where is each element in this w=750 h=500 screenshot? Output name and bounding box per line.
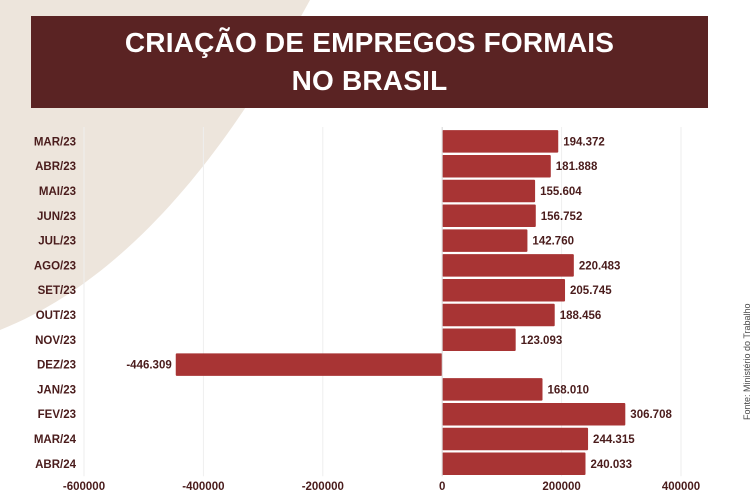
bar-9 <box>175 353 443 376</box>
value-label-7: 188.456 <box>560 310 602 322</box>
category-label-10: JAN/23 <box>37 384 76 396</box>
category-label-11: FEV/23 <box>38 409 76 421</box>
bar-8 <box>442 328 516 352</box>
value-label-4: 142.760 <box>532 236 574 248</box>
value-label-9: -446.309 <box>126 360 171 372</box>
bar-5 <box>442 254 574 277</box>
bar-0 <box>442 130 559 153</box>
category-label-12: MAR/24 <box>34 434 77 446</box>
source-note: Fonte: Ministério do Trabalho <box>742 303 750 420</box>
title-line-1: CRIAÇÃO DE EMPREGOS FORMAIS <box>124 27 615 58</box>
value-label-2: 155.604 <box>540 186 582 198</box>
x-tick-label-2: -200000 <box>302 481 344 493</box>
bar-12 <box>442 427 589 451</box>
x-tick-label-3: 0 <box>439 481 445 493</box>
bar-11 <box>442 402 626 426</box>
category-label-2: MAI/23 <box>39 186 76 198</box>
category-label-0: MAR/23 <box>34 136 76 148</box>
bar-4 <box>442 229 528 252</box>
x-tick-label-0: -600000 <box>63 481 105 493</box>
category-label-3: JUN/23 <box>37 211 76 223</box>
value-label-10: 168.010 <box>548 384 590 396</box>
category-label-7: OUT/23 <box>36 310 76 322</box>
title-line-2: NO BRASIL <box>291 65 448 96</box>
category-label-5: AGO/23 <box>34 260 76 272</box>
bar-2 <box>442 179 536 203</box>
category-label-4: JUL/23 <box>38 236 76 248</box>
x-tick-label-1: -400000 <box>182 481 224 493</box>
bar-3 <box>442 204 536 228</box>
category-label-6: SET/23 <box>38 285 76 297</box>
value-label-12: 244.315 <box>593 434 635 446</box>
value-label-6: 205.745 <box>570 285 612 297</box>
value-label-3: 156.752 <box>541 211 583 223</box>
category-label-8: NOV/23 <box>35 335 76 347</box>
title-banner: CRIAÇÃO DE EMPREGOS FORMAIS NO BRASIL <box>31 16 708 108</box>
value-label-1: 181.888 <box>556 161 598 173</box>
value-label-13: 240.033 <box>590 459 632 471</box>
x-tick-label-4: 200000 <box>542 481 580 493</box>
bar-1 <box>442 154 551 178</box>
bar-10 <box>442 378 543 401</box>
category-label-1: ABR/23 <box>35 161 76 173</box>
category-label-13: ABR/24 <box>35 459 77 471</box>
value-label-11: 306.708 <box>630 409 672 421</box>
bar-7 <box>442 303 555 327</box>
bar-6 <box>442 278 566 302</box>
value-label-5: 220.483 <box>579 260 621 272</box>
category-label-9: DEZ/23 <box>37 360 76 372</box>
value-label-8: 123.093 <box>521 335 563 347</box>
value-label-0: 194.372 <box>563 136 605 148</box>
x-tick-label-5: 400000 <box>662 481 700 493</box>
bar-13 <box>442 452 586 476</box>
